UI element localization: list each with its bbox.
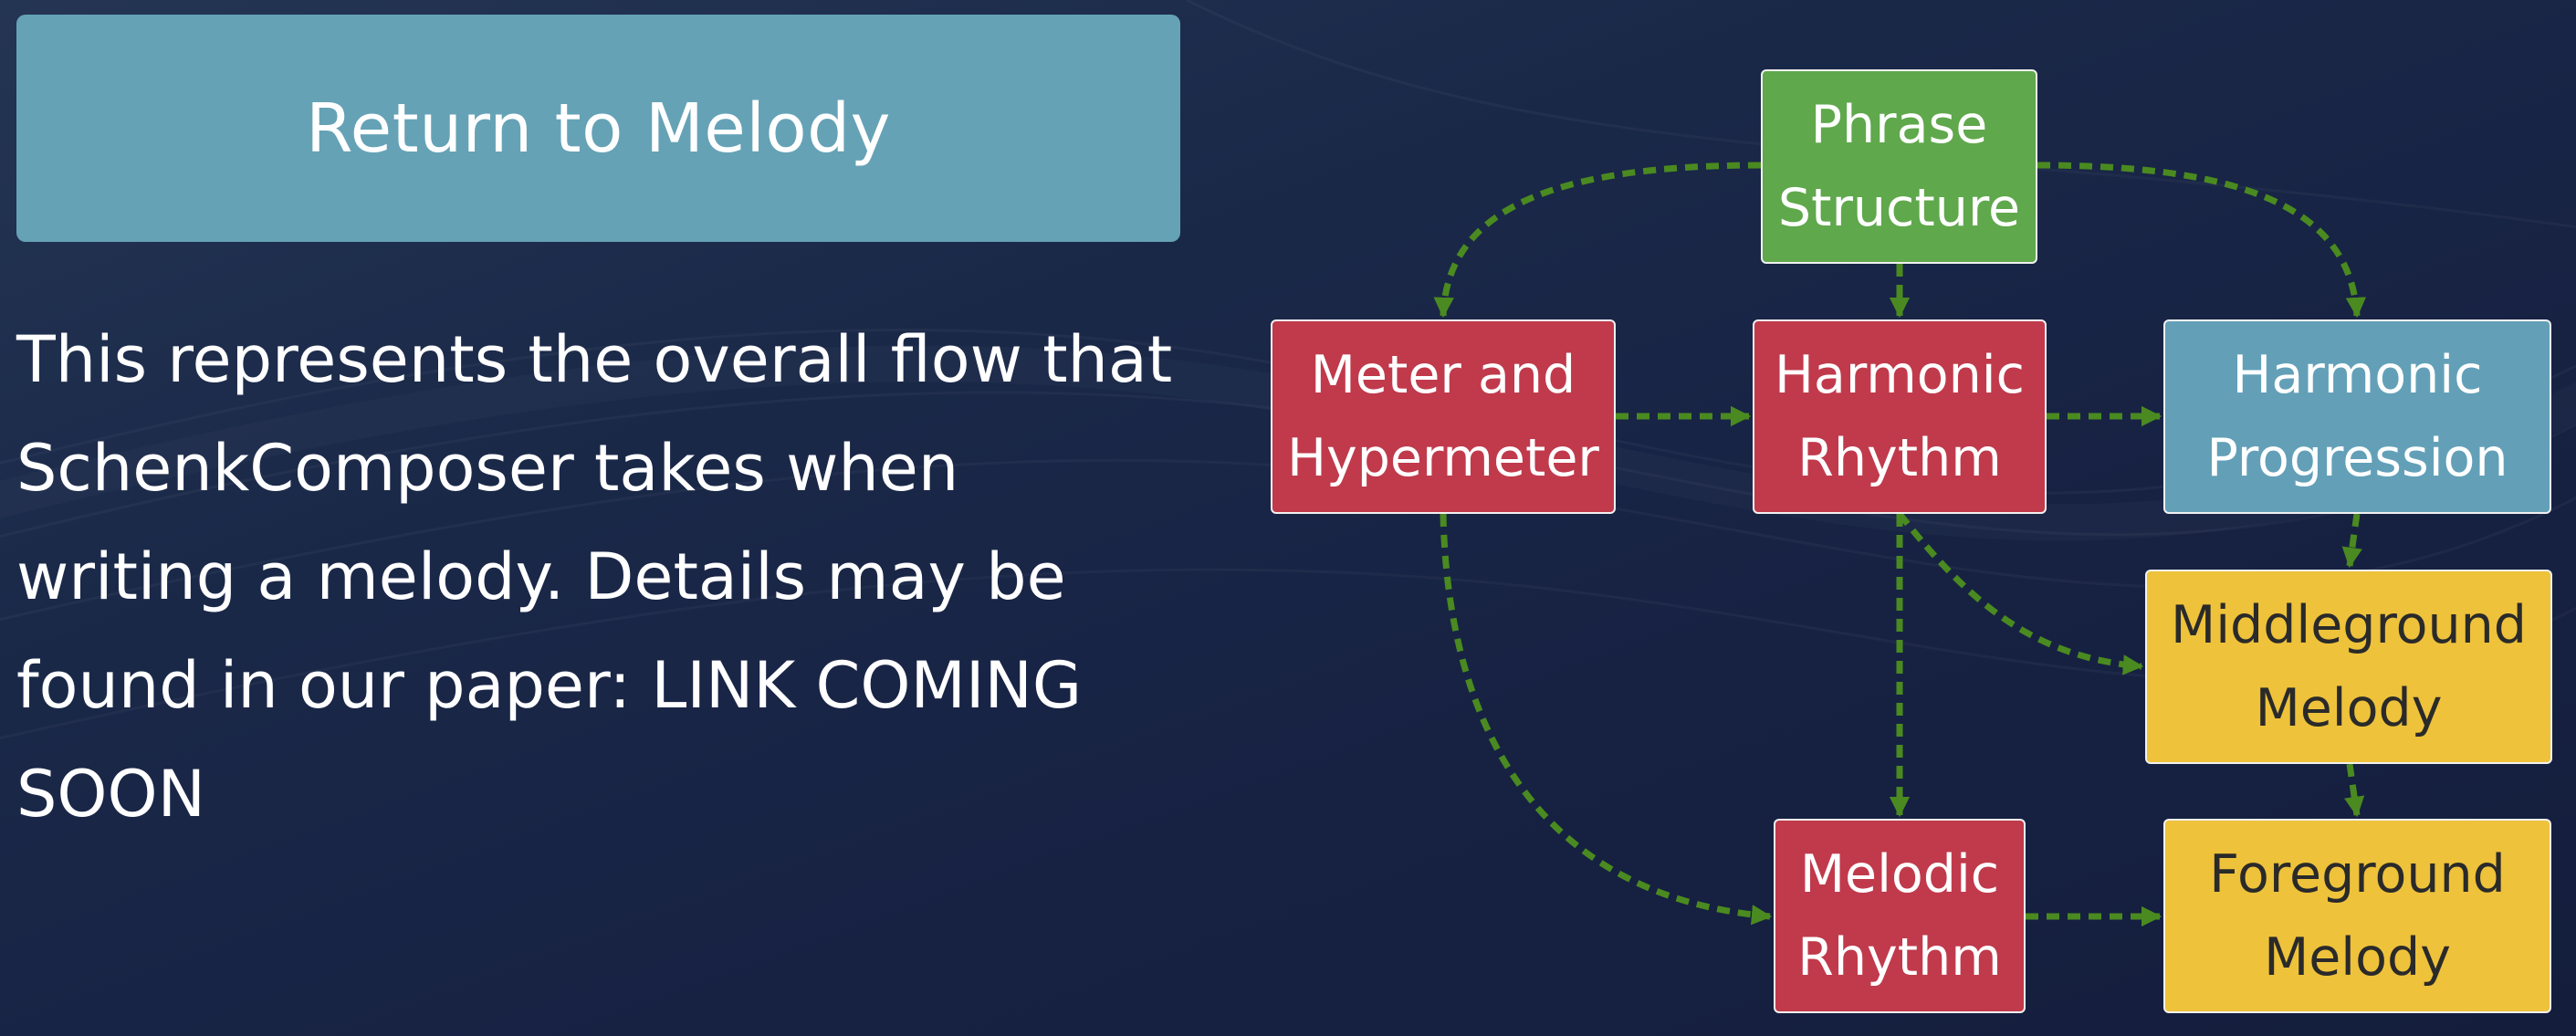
node-label-line1: Foreground: [2209, 843, 2506, 905]
node-label-line2: Rhythm: [1797, 926, 2002, 988]
node-harmonic-rhythm: Harmonic Rhythm: [1753, 319, 2047, 514]
edge-middleground-to-foreground: [2344, 763, 2365, 818]
node-label-line1: Melodic: [1799, 843, 2000, 905]
node-label-line2: Rhythm: [1797, 427, 2002, 488]
node-middleground-melody: Middleground Melody: [2145, 570, 2552, 764]
node-label-line1: Meter and: [1310, 344, 1576, 405]
node-label-line2: Progression: [2206, 427, 2508, 488]
node-label-line1: Harmonic: [2232, 344, 2483, 405]
node-label-line2: Structure: [1777, 177, 2021, 238]
edge-phrase-to-harmonic-progression: [2037, 162, 2367, 319]
node-phrase-structure: Phrase Structure: [1761, 69, 2037, 264]
node-foreground-melody: Foreground Melody: [2163, 819, 2551, 1013]
node-label-line2: Hypermeter: [1287, 427, 1599, 488]
description-text: This represents the overall flow that Sc…: [16, 322, 1173, 832]
edge-harmonic-progression-to-middleground: [2341, 513, 2362, 569]
node-harmonic-progression: Harmonic Progression: [2163, 319, 2551, 514]
edge-meter-to-melodic-rhythm: [1440, 513, 1773, 926]
node-meter-and-hypermeter: Meter and Hypermeter: [1271, 319, 1616, 514]
edge-harmonic-rhythm-to-middleground: [1897, 511, 2144, 675]
node-label-line2: Melody: [2255, 677, 2443, 738]
node-label-line1: Phrase: [1810, 94, 1988, 155]
return-to-melody-button[interactable]: Return to Melody: [16, 15, 1180, 242]
node-label-line1: Middleground: [2171, 594, 2527, 655]
node-label-line2: Melody: [2264, 926, 2451, 988]
edge-phrase-to-meter: [1433, 162, 1762, 319]
node-label-line1: Harmonic: [1775, 344, 2025, 405]
node-melodic-rhythm: Melodic Rhythm: [1774, 819, 2026, 1013]
